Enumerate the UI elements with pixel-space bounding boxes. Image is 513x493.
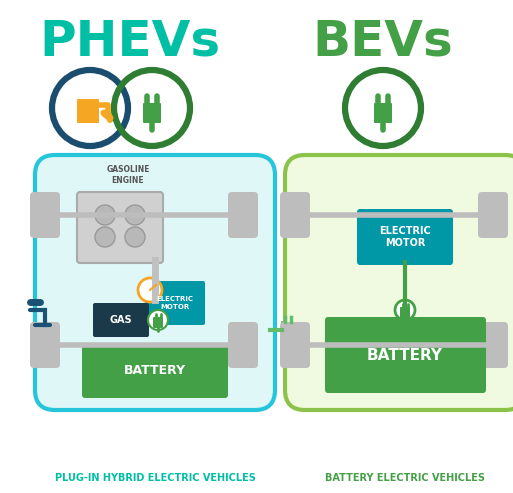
FancyBboxPatch shape	[325, 317, 486, 393]
FancyBboxPatch shape	[145, 281, 205, 325]
FancyBboxPatch shape	[228, 322, 258, 368]
FancyBboxPatch shape	[93, 303, 149, 337]
FancyBboxPatch shape	[285, 155, 513, 410]
FancyBboxPatch shape	[35, 155, 275, 410]
FancyBboxPatch shape	[280, 322, 310, 368]
Text: BATTERY: BATTERY	[367, 348, 443, 362]
Text: GASOLINE
ENGINE: GASOLINE ENGINE	[106, 165, 150, 185]
Circle shape	[95, 205, 115, 225]
Text: BATTERY: BATTERY	[124, 364, 186, 378]
Text: BATTERY ELECTRIC VEHICLES: BATTERY ELECTRIC VEHICLES	[325, 473, 485, 483]
Text: GAS: GAS	[110, 315, 132, 325]
Text: ELECTRIC
MOTOR: ELECTRIC MOTOR	[379, 226, 431, 248]
Circle shape	[138, 278, 162, 302]
FancyBboxPatch shape	[82, 344, 228, 398]
Circle shape	[395, 300, 415, 320]
FancyBboxPatch shape	[374, 103, 392, 123]
Circle shape	[125, 205, 145, 225]
Circle shape	[125, 227, 145, 247]
FancyBboxPatch shape	[478, 322, 508, 368]
FancyBboxPatch shape	[280, 192, 310, 238]
Circle shape	[95, 227, 115, 247]
Circle shape	[107, 117, 113, 123]
FancyBboxPatch shape	[30, 192, 60, 238]
FancyBboxPatch shape	[77, 192, 163, 263]
FancyBboxPatch shape	[228, 192, 258, 238]
Circle shape	[148, 310, 168, 330]
FancyBboxPatch shape	[478, 192, 508, 238]
Text: BEVs: BEVs	[312, 18, 453, 66]
Text: PLUG-IN HYBRID ELECTRIC VEHICLES: PLUG-IN HYBRID ELECTRIC VEHICLES	[54, 473, 255, 483]
FancyBboxPatch shape	[281, 321, 295, 339]
Text: ELECTRIC
MOTOR: ELECTRIC MOTOR	[156, 296, 193, 310]
FancyBboxPatch shape	[400, 307, 410, 318]
FancyBboxPatch shape	[357, 209, 453, 265]
FancyBboxPatch shape	[77, 99, 99, 123]
Text: PHEVs: PHEVs	[40, 18, 221, 66]
FancyBboxPatch shape	[30, 322, 60, 368]
FancyBboxPatch shape	[153, 317, 163, 328]
FancyBboxPatch shape	[143, 103, 161, 123]
